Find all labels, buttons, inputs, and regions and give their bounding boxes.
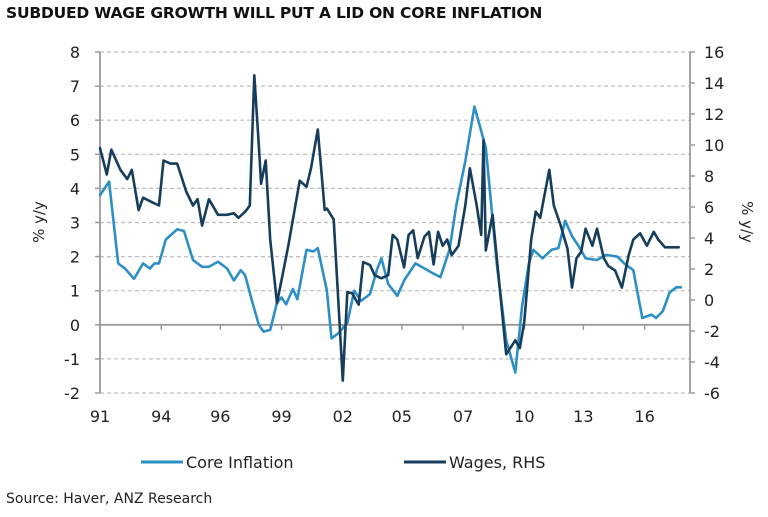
x-tick-label: 94 — [151, 407, 171, 426]
x-tick-label: 13 — [573, 407, 593, 426]
x-tick-label: 07 — [453, 407, 473, 426]
y-tick-label-left: -2 — [64, 384, 80, 403]
axes — [95, 51, 695, 394]
x-tick-label: 10 — [514, 407, 534, 426]
legend-item-core-inflation: Core Inflation — [141, 453, 294, 472]
y-tick-label-left: -1 — [64, 350, 80, 369]
y-tick-label-right: -4 — [704, 353, 720, 372]
y-tick-label-left: 6 — [70, 111, 80, 130]
y-tick-label-left: 8 — [70, 43, 80, 62]
y-tick-label-left: 2 — [70, 248, 80, 267]
y-tick-label-right: 4 — [704, 229, 714, 248]
y-tick-label-right: 12 — [704, 105, 724, 124]
y-axis-title-right: % y/y — [738, 201, 756, 243]
x-tick-label: 02 — [333, 407, 353, 426]
x-tick-label: 05 — [392, 407, 412, 426]
y-tick-label-right: 8 — [704, 167, 714, 186]
y-tick-label-right: 0 — [704, 291, 714, 310]
series-lines — [98, 74, 683, 382]
y-tick-label-left: 5 — [70, 145, 80, 164]
legend-label-core-inflation: Core Inflation — [186, 453, 294, 472]
x-tick-label: 91 — [90, 407, 110, 426]
x-tick-label: 99 — [271, 407, 291, 426]
y-tick-label-left: 7 — [70, 77, 80, 96]
y-tick-label-left: 4 — [70, 179, 80, 198]
y-tick-label-right: 10 — [704, 136, 724, 155]
legend: Core Inflation Wages, RHS — [141, 453, 545, 472]
y-tick-label-right: 2 — [704, 260, 714, 279]
y-tick-label-right: -2 — [704, 322, 720, 341]
y-axis-title-left: % y/y — [30, 201, 48, 243]
series-line-wages-rhs — [98, 74, 681, 382]
source-note: Source: Haver, ANZ Research — [6, 491, 213, 507]
y-tick-label-right: 6 — [704, 198, 714, 217]
legend-label-wages: Wages, RHS — [449, 453, 545, 472]
gridlines — [100, 51, 690, 394]
y-tick-label-left: 0 — [70, 316, 80, 335]
y-tick-label-right: 16 — [704, 43, 724, 62]
legend-item-wages: Wages, RHS — [404, 453, 545, 472]
chart-title: SUBDUED WAGE GROWTH WILL PUT A LID ON CO… — [6, 4, 543, 22]
series-line-core-inflation — [98, 105, 683, 374]
x-tick-label: 16 — [634, 407, 654, 426]
x-tick-label: 96 — [210, 407, 230, 426]
y-tick-label-right: -6 — [704, 384, 720, 403]
y-tick-label-left: 1 — [70, 282, 80, 301]
y-tick-label-right: 14 — [704, 74, 724, 93]
y-tick-label-left: 3 — [70, 214, 80, 233]
